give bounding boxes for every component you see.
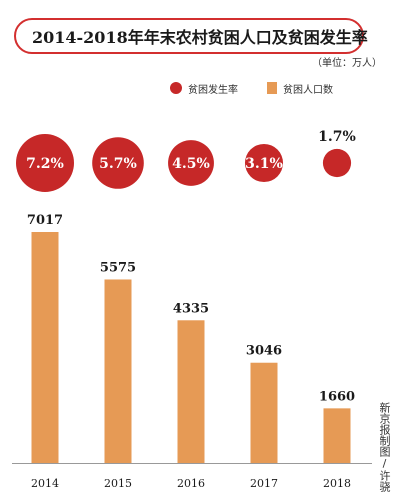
rate-circle-2015: [92, 137, 144, 189]
x-tick-label: 2016: [177, 477, 205, 490]
rate-label: 4.5%: [172, 156, 210, 172]
bar-value-label: 5575: [100, 260, 136, 275]
bar-2017: [250, 362, 278, 463]
bar-2015: [104, 279, 132, 463]
title-frame: [14, 18, 364, 54]
rate-label: 7.2%: [26, 156, 64, 172]
legend-rate-swatch: [170, 82, 182, 94]
bar-value-label: 4335: [173, 301, 209, 316]
chart-credit: 新京报制图/许骁: [378, 402, 391, 492]
rate-label: 5.7%: [99, 156, 137, 172]
rate-circle-2018: [322, 148, 352, 178]
rate-circle-2016: [168, 140, 214, 186]
x-tick-label: 2018: [323, 477, 351, 490]
bar-value-label: 7017: [27, 213, 63, 228]
x-tick-label: 2014: [31, 477, 59, 490]
legend-population: 贫困人口数: [267, 81, 333, 96]
bar-2016: [177, 320, 205, 463]
legend-population-swatch: [267, 82, 277, 94]
legend-population-label: 贫困人口数: [283, 84, 333, 96]
bar-value-label: 3046: [246, 344, 282, 359]
legend-rate-label: 贫困发生率: [188, 84, 238, 96]
x-tick-label: 2017: [250, 477, 278, 490]
rate-circle-2017: [244, 143, 284, 183]
bar-2018: [323, 408, 351, 463]
rate-circle-2014: [16, 134, 74, 192]
chart-title: 2014-2018年年末农村贫困人口及贫困发生率: [32, 28, 368, 47]
bar-value-label: 1660: [319, 389, 355, 404]
rate-label: 1.7%: [318, 129, 356, 145]
x-tick-label: 2015: [104, 477, 132, 490]
bar-2014: [31, 232, 59, 463]
rate-label: 3.1%: [245, 156, 283, 172]
unit-label: （单位：万人）: [312, 58, 382, 69]
legend-rate: 贫困发生率: [170, 81, 238, 96]
